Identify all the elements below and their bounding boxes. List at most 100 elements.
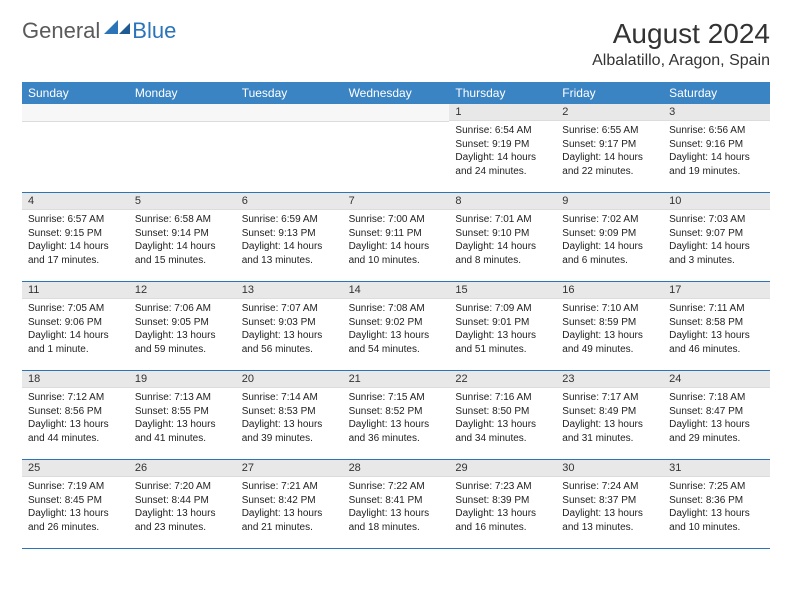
- day-number: 3: [663, 104, 770, 121]
- location: Albalatillo, Aragon, Spain: [592, 52, 770, 70]
- dl2-text: and 31 minutes.: [562, 432, 657, 446]
- calendar-cell: 16Sunrise: 7:10 AMSunset: 8:59 PMDayligh…: [556, 282, 663, 370]
- dl1-text: Daylight: 14 hours: [455, 151, 550, 165]
- day-number: 9: [556, 193, 663, 210]
- calendar-cell: 3Sunrise: 6:56 AMSunset: 9:16 PMDaylight…: [663, 104, 770, 192]
- sunset-text: Sunset: 9:19 PM: [455, 138, 550, 152]
- sunset-text: Sunset: 8:49 PM: [562, 405, 657, 419]
- dl2-text: and 6 minutes.: [562, 254, 657, 268]
- sunrise-text: Sunrise: 7:20 AM: [135, 480, 230, 494]
- dl1-text: Daylight: 14 hours: [455, 240, 550, 254]
- sunset-text: Sunset: 8:50 PM: [455, 405, 550, 419]
- dl2-text: and 3 minutes.: [669, 254, 764, 268]
- day-number: 16: [556, 282, 663, 299]
- day-header-wednesday: Wednesday: [343, 82, 450, 104]
- dl1-text: Daylight: 13 hours: [455, 329, 550, 343]
- day-number: 13: [236, 282, 343, 299]
- month-title: August 2024: [592, 18, 770, 50]
- sunrise-text: Sunrise: 7:11 AM: [669, 302, 764, 316]
- day-number: 20: [236, 371, 343, 388]
- dl1-text: Daylight: 13 hours: [349, 418, 444, 432]
- sunrise-text: Sunrise: 7:06 AM: [135, 302, 230, 316]
- cell-info: Sunrise: 7:12 AMSunset: 8:56 PMDaylight:…: [22, 388, 129, 451]
- calendar-cell: 10Sunrise: 7:03 AMSunset: 9:07 PMDayligh…: [663, 193, 770, 281]
- sunset-text: Sunset: 9:05 PM: [135, 316, 230, 330]
- calendar-cell: 27Sunrise: 7:21 AMSunset: 8:42 PMDayligh…: [236, 460, 343, 548]
- day-number: 29: [449, 460, 556, 477]
- day-number: [129, 104, 236, 122]
- dl1-text: Daylight: 14 hours: [669, 240, 764, 254]
- calendar-cell: 11Sunrise: 7:05 AMSunset: 9:06 PMDayligh…: [22, 282, 129, 370]
- day-header-saturday: Saturday: [663, 82, 770, 104]
- day-number: 1: [449, 104, 556, 121]
- dl2-text: and 36 minutes.: [349, 432, 444, 446]
- dl1-text: Daylight: 13 hours: [562, 507, 657, 521]
- sunset-text: Sunset: 8:52 PM: [349, 405, 444, 419]
- sunset-text: Sunset: 9:01 PM: [455, 316, 550, 330]
- logo-text-general: General: [22, 18, 100, 44]
- day-header-sunday: Sunday: [22, 82, 129, 104]
- day-number: 22: [449, 371, 556, 388]
- sunset-text: Sunset: 8:41 PM: [349, 494, 444, 508]
- sunset-text: Sunset: 9:14 PM: [135, 227, 230, 241]
- dl2-text: and 49 minutes.: [562, 343, 657, 357]
- day-header-monday: Monday: [129, 82, 236, 104]
- dl1-text: Daylight: 14 hours: [28, 329, 123, 343]
- day-header-friday: Friday: [556, 82, 663, 104]
- cell-info: Sunrise: 7:13 AMSunset: 8:55 PMDaylight:…: [129, 388, 236, 451]
- sunrise-text: Sunrise: 7:17 AM: [562, 391, 657, 405]
- day-number: 4: [22, 193, 129, 210]
- sunrise-text: Sunrise: 7:07 AM: [242, 302, 337, 316]
- sunset-text: Sunset: 8:37 PM: [562, 494, 657, 508]
- sunrise-text: Sunrise: 7:05 AM: [28, 302, 123, 316]
- cell-info: Sunrise: 7:11 AMSunset: 8:58 PMDaylight:…: [663, 299, 770, 362]
- dl2-text: and 18 minutes.: [349, 521, 444, 535]
- sunset-text: Sunset: 8:47 PM: [669, 405, 764, 419]
- dl2-text: and 17 minutes.: [28, 254, 123, 268]
- sunset-text: Sunset: 9:03 PM: [242, 316, 337, 330]
- dl1-text: Daylight: 13 hours: [28, 507, 123, 521]
- calendar-cell: [129, 104, 236, 192]
- flag-icon: [104, 20, 130, 43]
- sunrise-text: Sunrise: 7:09 AM: [455, 302, 550, 316]
- dl1-text: Daylight: 13 hours: [349, 329, 444, 343]
- cell-info: Sunrise: 7:17 AMSunset: 8:49 PMDaylight:…: [556, 388, 663, 451]
- cell-info: Sunrise: 6:57 AMSunset: 9:15 PMDaylight:…: [22, 210, 129, 273]
- sunrise-text: Sunrise: 7:18 AM: [669, 391, 764, 405]
- day-number: 21: [343, 371, 450, 388]
- day-number: 26: [129, 460, 236, 477]
- sunset-text: Sunset: 9:09 PM: [562, 227, 657, 241]
- logo-text-blue: Blue: [132, 18, 176, 44]
- dl1-text: Daylight: 13 hours: [669, 418, 764, 432]
- calendar-cell: 23Sunrise: 7:17 AMSunset: 8:49 PMDayligh…: [556, 371, 663, 459]
- sunrise-text: Sunrise: 7:23 AM: [455, 480, 550, 494]
- calendar-cell: 9Sunrise: 7:02 AMSunset: 9:09 PMDaylight…: [556, 193, 663, 281]
- day-number: 27: [236, 460, 343, 477]
- sunrise-text: Sunrise: 7:08 AM: [349, 302, 444, 316]
- cell-info: Sunrise: 6:54 AMSunset: 9:19 PMDaylight:…: [449, 121, 556, 184]
- day-number: 17: [663, 282, 770, 299]
- sunrise-text: Sunrise: 7:12 AM: [28, 391, 123, 405]
- day-number: 2: [556, 104, 663, 121]
- dl1-text: Daylight: 13 hours: [135, 329, 230, 343]
- calendar-cell: 18Sunrise: 7:12 AMSunset: 8:56 PMDayligh…: [22, 371, 129, 459]
- week-row: 18Sunrise: 7:12 AMSunset: 8:56 PMDayligh…: [22, 371, 770, 460]
- dl2-text: and 26 minutes.: [28, 521, 123, 535]
- sunset-text: Sunset: 8:45 PM: [28, 494, 123, 508]
- dl2-text: and 13 minutes.: [242, 254, 337, 268]
- calendar-cell: 19Sunrise: 7:13 AMSunset: 8:55 PMDayligh…: [129, 371, 236, 459]
- calendar-cell: [343, 104, 450, 192]
- dl2-text: and 39 minutes.: [242, 432, 337, 446]
- sunrise-text: Sunrise: 7:25 AM: [669, 480, 764, 494]
- calendar-cell: 21Sunrise: 7:15 AMSunset: 8:52 PMDayligh…: [343, 371, 450, 459]
- cell-info: Sunrise: 6:58 AMSunset: 9:14 PMDaylight:…: [129, 210, 236, 273]
- dl2-text: and 15 minutes.: [135, 254, 230, 268]
- cell-info: Sunrise: 7:03 AMSunset: 9:07 PMDaylight:…: [663, 210, 770, 273]
- calendar-cell: 20Sunrise: 7:14 AMSunset: 8:53 PMDayligh…: [236, 371, 343, 459]
- day-number: 30: [556, 460, 663, 477]
- day-number: 31: [663, 460, 770, 477]
- dl1-text: Daylight: 13 hours: [349, 507, 444, 521]
- dl2-text: and 41 minutes.: [135, 432, 230, 446]
- dl1-text: Daylight: 13 hours: [28, 418, 123, 432]
- cell-info: Sunrise: 7:05 AMSunset: 9:06 PMDaylight:…: [22, 299, 129, 362]
